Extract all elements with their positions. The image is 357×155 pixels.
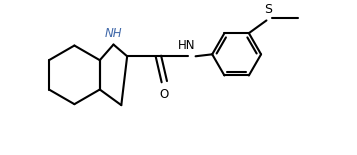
Text: O: O <box>160 88 169 101</box>
Text: S: S <box>265 3 272 16</box>
Text: HN: HN <box>178 39 196 52</box>
Text: NH: NH <box>105 27 122 40</box>
